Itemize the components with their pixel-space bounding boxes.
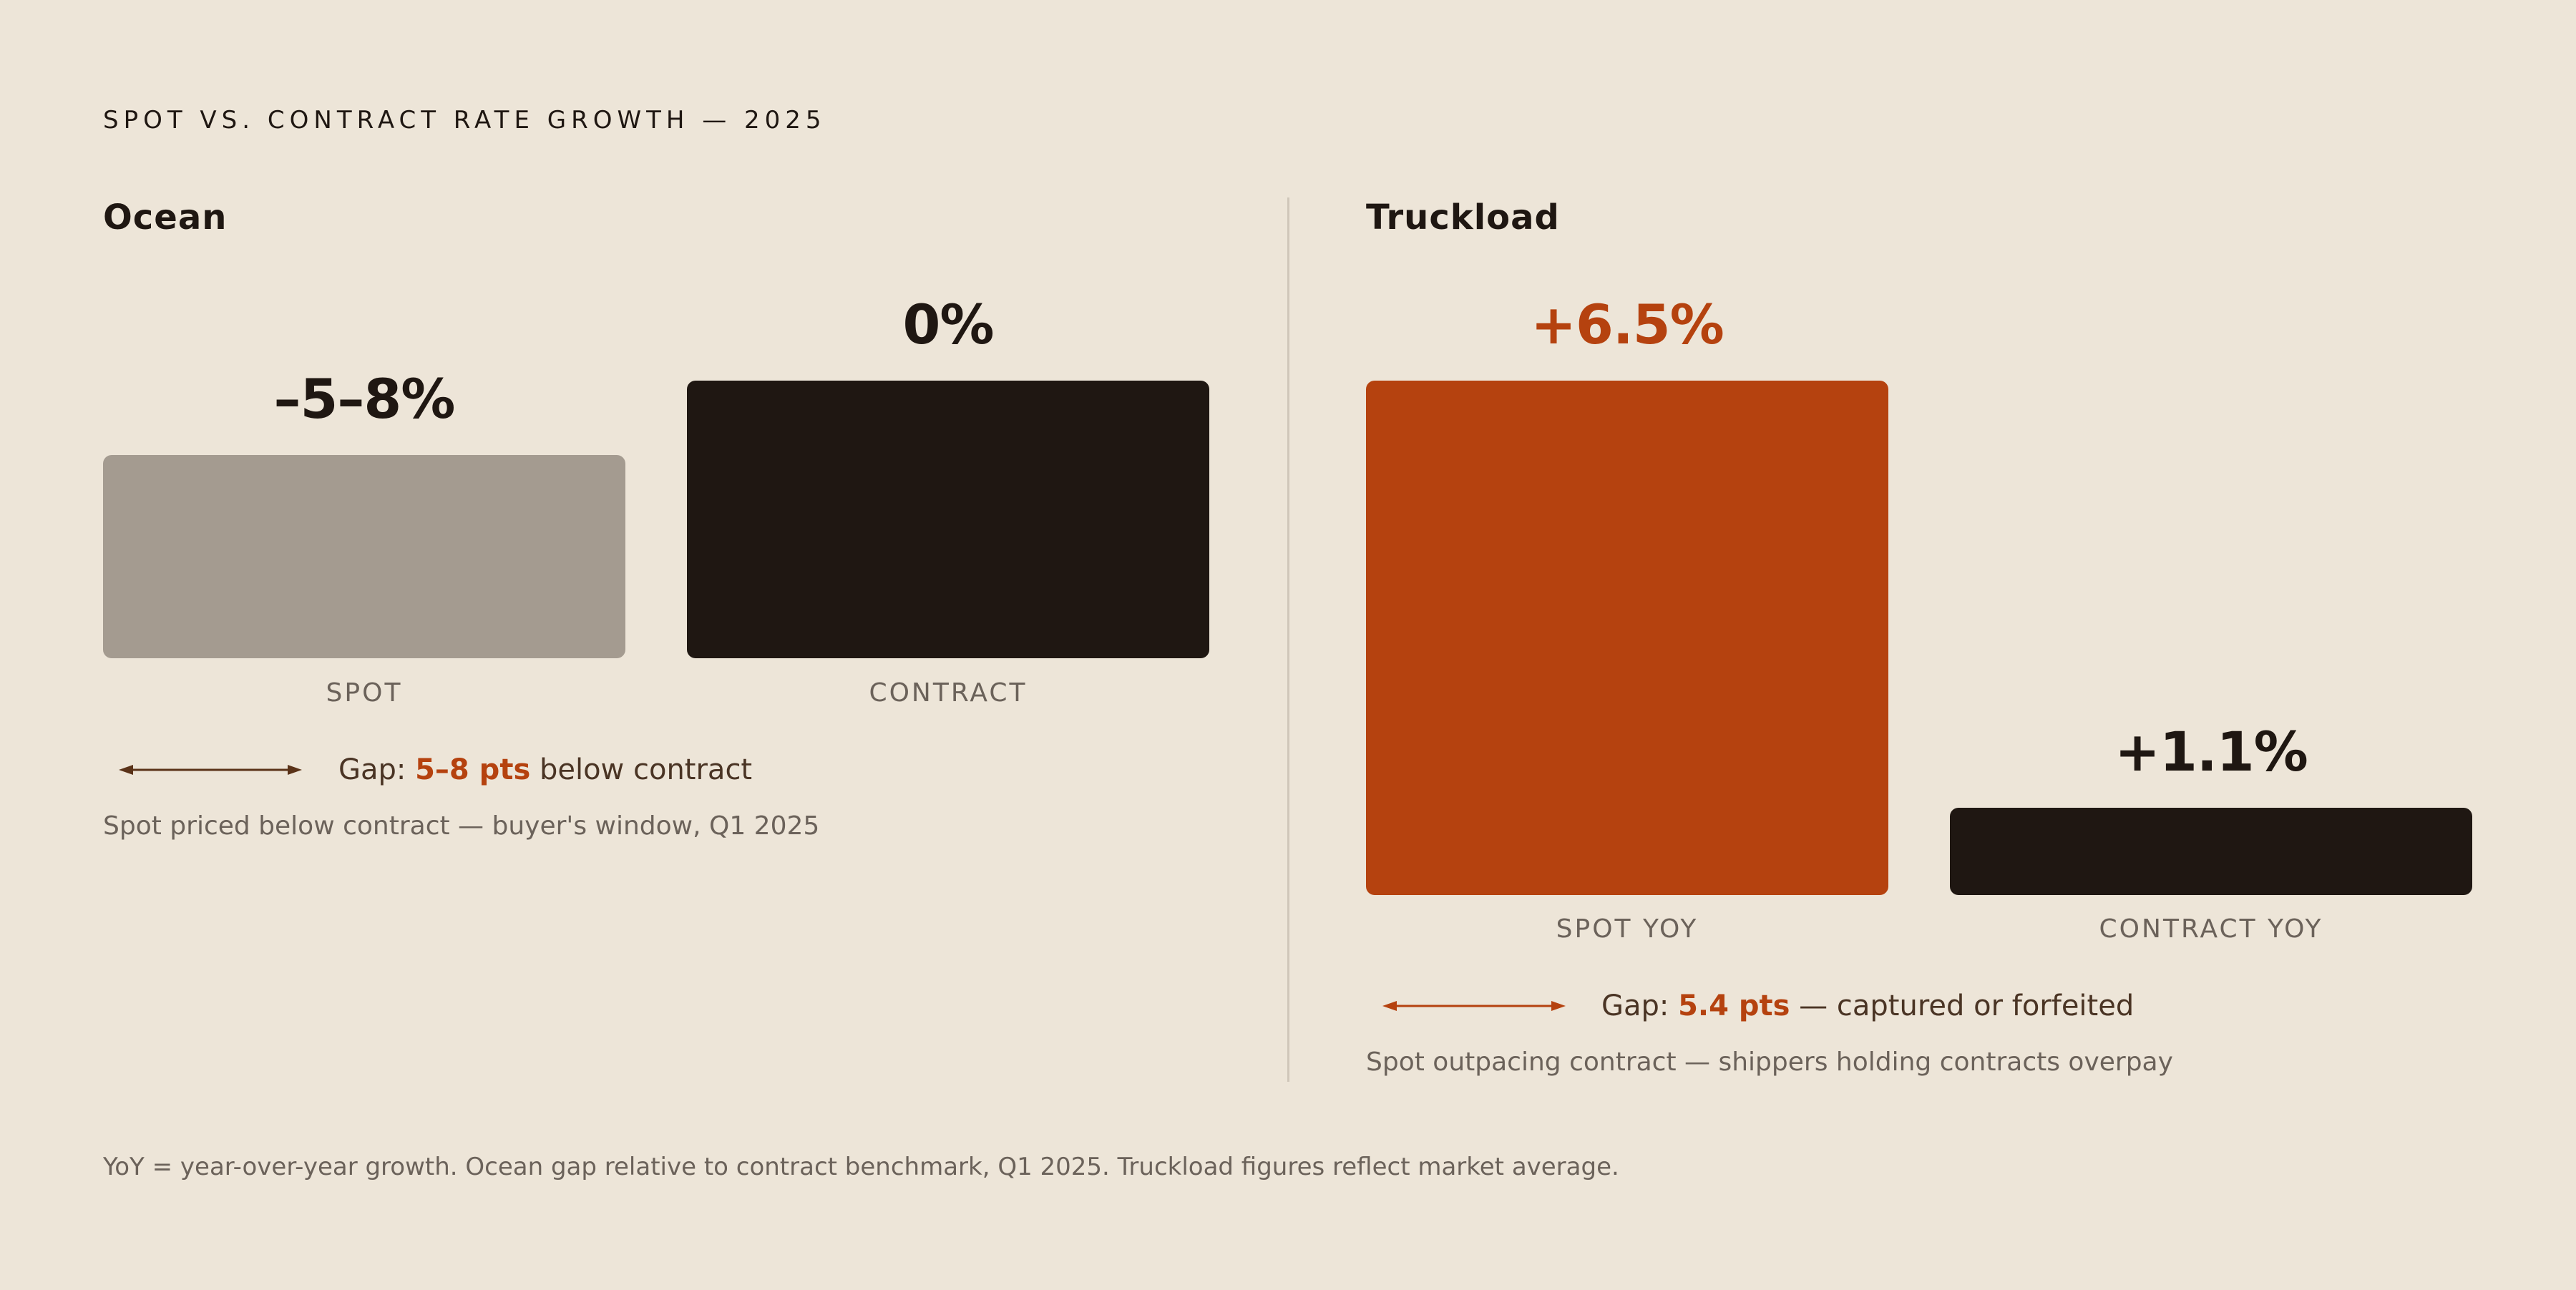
- ocean-spot-bar: [103, 455, 625, 658]
- ocean-spot-value-label: –5–8%: [273, 367, 456, 431]
- panel-divider: [1287, 197, 1289, 1082]
- ocean-contract-bar: [687, 381, 1209, 658]
- truckload-gap-prefix: Gap:: [1601, 990, 1669, 1022]
- truckload-gap-suffix: — captured or forfeited: [1799, 990, 2135, 1022]
- chart-title: SPOT VS. CONTRACT RATE GROWTH — 2025: [103, 106, 826, 135]
- ocean-contract-category-label: CONTRACT: [869, 678, 1028, 708]
- ocean-gap-text: Gap: 5–8 pts below contract: [338, 756, 752, 784]
- footnote: YoY = year-over-year growth. Ocean gap r…: [103, 1153, 1619, 1181]
- ocean-gap-highlight: 5–8 pts: [415, 753, 531, 786]
- truckload-spot-bar: [1366, 381, 1888, 895]
- truckload-caption: Spot outpacing contract — shippers holdi…: [1366, 1047, 2173, 1077]
- truckload-contract-value-label: +1.1%: [2114, 720, 2308, 783]
- ocean-gap-prefix: Gap:: [338, 753, 406, 786]
- truckload-gap-highlight: 5.4 pts: [1678, 990, 1790, 1022]
- truckload-spot-category-label: SPOT YOY: [1556, 914, 1699, 944]
- ocean-caption: Spot priced below contract — buyer's win…: [103, 811, 820, 841]
- truckload-gap-arrow-icon: [1382, 1001, 1566, 1011]
- truckload-spot-value-label: +6.5%: [1531, 293, 1724, 356]
- ocean-gap-suffix: below contract: [539, 753, 753, 786]
- ocean-spot-category-label: SPOT: [326, 678, 403, 708]
- truckload-contract-bar: [1950, 808, 2472, 895]
- ocean-gap-arrow-icon: [119, 765, 302, 775]
- truckload-gap-text: Gap: 5.4 pts — captured or forfeited: [1601, 992, 2134, 1020]
- truckload-panel-title: Truckload: [1366, 197, 1560, 238]
- truckload-contract-category-label: CONTRACT YOY: [2099, 914, 2323, 944]
- ocean-panel-title: Ocean: [103, 197, 228, 238]
- ocean-contract-value-label: 0%: [902, 293, 994, 356]
